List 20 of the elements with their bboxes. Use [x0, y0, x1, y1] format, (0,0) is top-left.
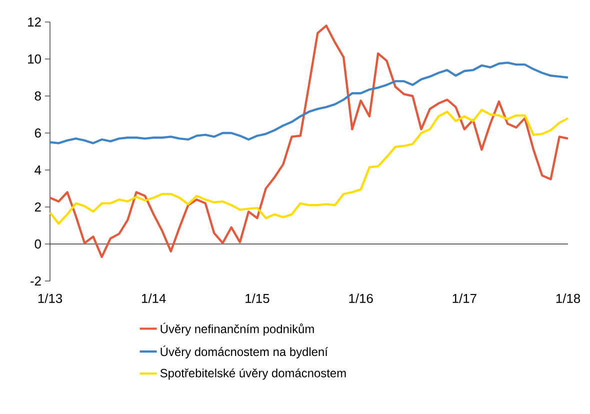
- line-series: [48, 62, 570, 144]
- line-series: [48, 108, 570, 225]
- legend-label: Spotřebitelské úvěry domácnostem: [160, 368, 346, 380]
- line-series: [48, 24, 570, 258]
- legend-label: Úvěry domácnostem na bydlení: [160, 346, 328, 358]
- y-tick-label: 6: [34, 128, 41, 138]
- y-tick-label: -2: [30, 276, 41, 286]
- y-tick-label: 12: [28, 17, 41, 27]
- x-tick-label: 1/14: [142, 294, 166, 304]
- y-tick-label: 2: [34, 202, 41, 212]
- y-tick-label: 0: [34, 239, 41, 249]
- x-tick-label: 1/13: [38, 294, 62, 304]
- x-tick-label: 1/18: [556, 294, 580, 304]
- y-tick-label: 10: [28, 54, 41, 64]
- y-tick-label: 4: [34, 166, 42, 174]
- y-tick-label: 8: [34, 91, 41, 101]
- x-tick-label: 1/16: [349, 294, 373, 304]
- legend-label: Úvěry nefinančním podnikům: [160, 322, 314, 336]
- x-tick-label: 1/17: [452, 294, 476, 304]
- x-tick-label: 1/15: [246, 294, 270, 304]
